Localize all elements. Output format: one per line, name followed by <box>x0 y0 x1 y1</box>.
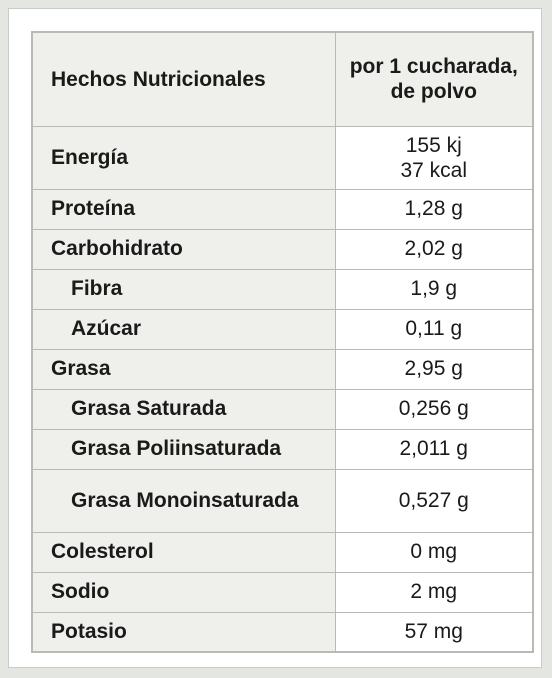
table-row-sodio: Sodio 2 mg <box>31 571 534 613</box>
row-value: 2,011 g <box>334 428 534 470</box>
row-value: 2 mg <box>334 571 534 613</box>
table-row-potasio: Potasio 57 mg <box>31 611 534 653</box>
row-name: Proteína <box>31 188 336 230</box>
row-name: Sodio <box>31 571 336 613</box>
row-name: Colesterol <box>31 531 336 573</box>
row-name: Grasa Saturada <box>31 388 336 430</box>
table-row-grasa-monoinsaturada: Grasa Monoinsaturada 0,527 g <box>31 468 534 533</box>
row-value: 1,28 g <box>334 188 534 230</box>
nutrition-panel: Hechos Nutricionales por 1 cucharada, de… <box>8 8 542 668</box>
row-name: Grasa <box>31 348 336 390</box>
row-value: 2,02 g <box>334 228 534 270</box>
row-value: 0,11 g <box>334 308 534 350</box>
row-value: 155 kj 37 kcal <box>334 125 534 190</box>
table-row-carbohidrato: Carbohidrato 2,02 g <box>31 228 534 270</box>
energy-kcal: 37 kcal <box>400 158 468 182</box>
row-name: Fibra <box>31 268 336 310</box>
table-row-proteina: Proteína 1,28 g <box>31 188 534 230</box>
row-name: Energía <box>31 125 336 190</box>
row-value: 0,256 g <box>334 388 534 430</box>
row-value: 0 mg <box>334 531 534 573</box>
row-value: 57 mg <box>334 611 534 653</box>
table-row-energia: Energía 155 kj 37 kcal <box>31 125 534 190</box>
row-name: Azúcar <box>31 308 336 350</box>
row-value: 2,95 g <box>334 348 534 390</box>
table-row-colesterol: Colesterol 0 mg <box>31 531 534 573</box>
row-name: Grasa Monoinsaturada <box>31 468 336 533</box>
row-name: Carbohidrato <box>31 228 336 270</box>
table-header-row: Hechos Nutricionales por 1 cucharada, de… <box>31 31 534 127</box>
row-name: Potasio <box>31 611 336 653</box>
header-name: Hechos Nutricionales <box>31 31 336 127</box>
row-value: 1,9 g <box>334 268 534 310</box>
table-row-grasa: Grasa 2,95 g <box>31 348 534 390</box>
header-serving: por 1 cucharada, de polvo <box>334 31 534 127</box>
row-name: Grasa Poliinsaturada <box>31 428 336 470</box>
table-row-azucar: Azúcar 0,11 g <box>31 308 534 350</box>
row-value: 0,527 g <box>334 468 534 533</box>
table-row-grasa-saturada: Grasa Saturada 0,256 g <box>31 388 534 430</box>
table-row-grasa-poliinsaturada: Grasa Poliinsaturada 2,011 g <box>31 428 534 470</box>
nutrition-facts-table: Hechos Nutricionales por 1 cucharada, de… <box>31 31 534 653</box>
energy-kj: 155 kj <box>405 133 462 157</box>
table-row-fibra: Fibra 1,9 g <box>31 268 534 310</box>
